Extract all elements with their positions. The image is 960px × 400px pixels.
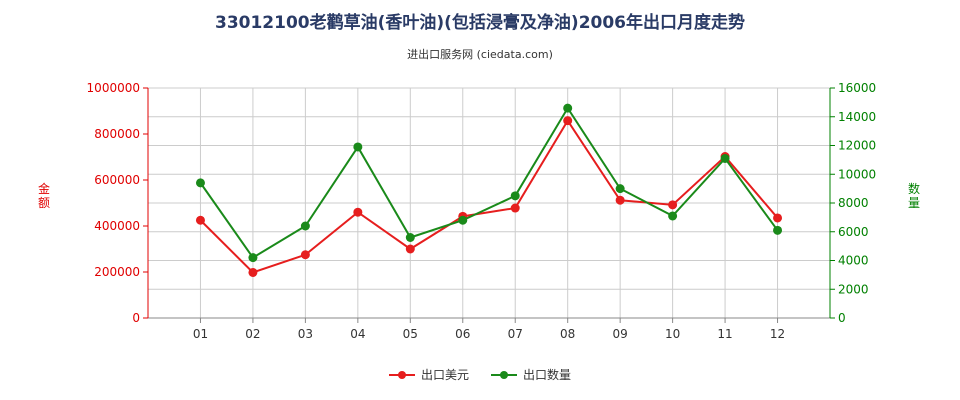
x-tick-label: 09 xyxy=(613,327,628,341)
data-point-series2 xyxy=(668,211,678,221)
right-tick-label: 6000 xyxy=(838,225,869,239)
x-tick-label: 01 xyxy=(193,327,208,341)
right-tick-label: 4000 xyxy=(838,254,869,268)
data-point-series1 xyxy=(248,267,258,277)
right-tick-label: 10000 xyxy=(838,167,876,181)
chart-title: 33012100老鹳草油(香叶油)(包括浸膏及净油)2006年出口月度走势 xyxy=(214,13,746,33)
data-point-series1 xyxy=(405,244,415,254)
series-line-1 xyxy=(199,118,779,274)
left-tick-label: 1000000 xyxy=(87,81,140,95)
right-tick-label: 14000 xyxy=(838,110,876,124)
right-axis-label: 数量 xyxy=(907,182,920,210)
x-tick-label: 05 xyxy=(403,327,418,341)
data-point-series1 xyxy=(195,215,205,225)
legend-item-series1[interactable]: 出口美元 xyxy=(388,366,469,383)
legend-item-series2[interactable]: 出口数量 xyxy=(491,366,571,383)
data-point-series2 xyxy=(563,103,573,113)
x-tick-label: 06 xyxy=(455,327,470,341)
data-point-series1 xyxy=(300,250,310,260)
data-point-series1 xyxy=(773,213,783,223)
data-point-series2 xyxy=(773,225,783,235)
right-tick-label: 2000 xyxy=(838,282,869,296)
right-tick-label: 12000 xyxy=(838,139,876,153)
data-point-series1 xyxy=(353,207,363,217)
left-tick-label: 800000 xyxy=(94,127,140,141)
legend-label-series2: 出口数量 xyxy=(523,368,572,382)
x-tick-label: 04 xyxy=(350,327,365,341)
left-tick-label: 0 xyxy=(132,311,140,325)
data-point-series1 xyxy=(510,203,520,213)
x-tick-label: 11 xyxy=(717,327,732,341)
legend-label-series1: 出口美元 xyxy=(420,368,469,382)
data-point-series1 xyxy=(668,200,678,210)
left-tick-label: 200000 xyxy=(94,265,140,279)
left-tick-label: 400000 xyxy=(94,219,140,233)
chart-legend: 出口美元 出口数量 xyxy=(0,366,960,383)
left-axis-label: 金额 xyxy=(37,182,50,210)
x-tick-label: 07 xyxy=(508,327,523,341)
data-point-series2 xyxy=(458,215,468,225)
x-tick-label: 10 xyxy=(665,327,680,341)
legend-swatch-series2 xyxy=(491,370,517,380)
data-point-series2 xyxy=(615,184,625,194)
x-tick-label: 08 xyxy=(560,327,575,341)
data-point-series2 xyxy=(300,221,310,231)
right-tick-label: 0 xyxy=(838,311,846,325)
data-point-series2 xyxy=(248,253,258,263)
series-line-2 xyxy=(199,106,779,259)
x-tick-label: 12 xyxy=(770,327,785,341)
data-point-series2 xyxy=(720,153,730,163)
chart-subtitle: 进出口服务网 (ciedata.com) xyxy=(407,48,553,61)
data-point-series2 xyxy=(510,191,520,201)
legend-swatch-series1 xyxy=(388,370,415,380)
x-tick-label: 03 xyxy=(298,327,313,341)
data-point-series2 xyxy=(353,142,363,152)
data-point-series1 xyxy=(563,116,573,126)
right-tick-label: 8000 xyxy=(838,196,869,210)
data-point-series2 xyxy=(195,178,205,188)
x-tick-label: 02 xyxy=(245,327,260,341)
left-tick-label: 600000 xyxy=(94,173,140,187)
data-point-series2 xyxy=(405,233,415,242)
right-tick-label: 16000 xyxy=(838,81,876,95)
data-point-series1 xyxy=(615,195,625,205)
